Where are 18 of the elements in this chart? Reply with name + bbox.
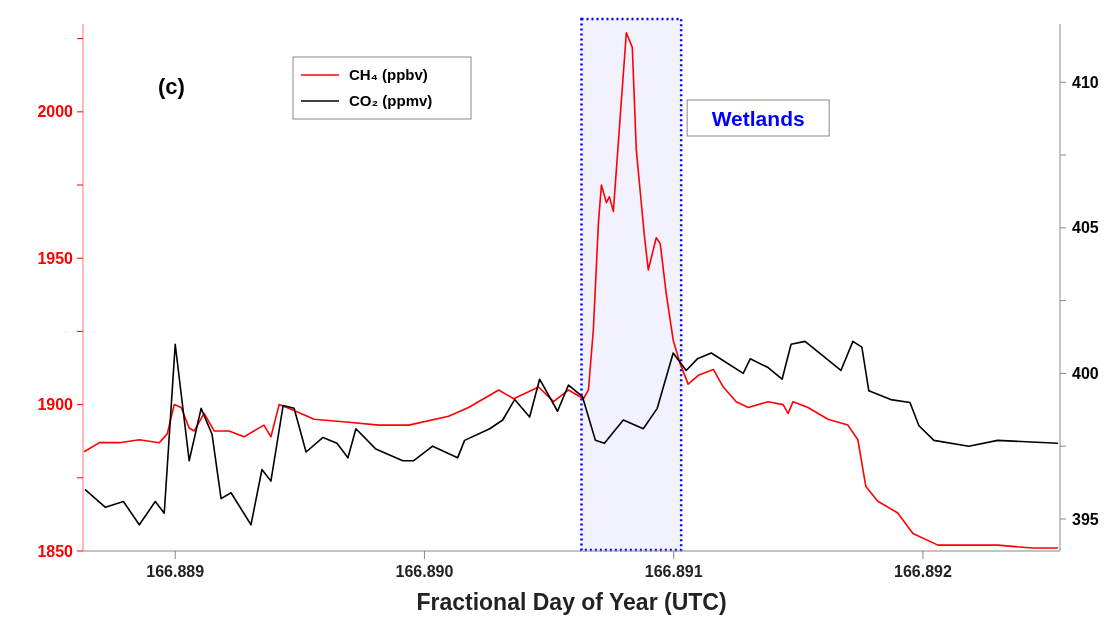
y-tick-label: 2000	[37, 103, 74, 121]
x-tick-label: 166.890	[395, 563, 454, 580]
x-axis-title: Fractional Day of Year (UTC)	[416, 589, 727, 615]
y-tick-label: 1850	[37, 542, 74, 560]
x-tick-label: 166.891	[644, 563, 703, 580]
x-tick-label: 166.889	[146, 563, 205, 580]
line-series	[84, 340, 1059, 526]
x-tick-label: 166.892	[894, 563, 952, 580]
legend-label: CH₄ (ppbv)	[349, 66, 428, 84]
y-tick-label: 1900	[37, 396, 74, 414]
legend-label: CO₂ (ppmv)	[349, 92, 433, 110]
y2-tick-label: 395	[1072, 510, 1099, 528]
band-label: Wetlands	[711, 107, 805, 130]
y2-tick-label: 410	[1072, 73, 1099, 91]
y-tick-label: 1950	[37, 249, 74, 267]
y2-tick-label: 405	[1072, 219, 1099, 237]
annotation: (c)	[158, 74, 185, 99]
y2-tick-label: 400	[1072, 364, 1099, 382]
